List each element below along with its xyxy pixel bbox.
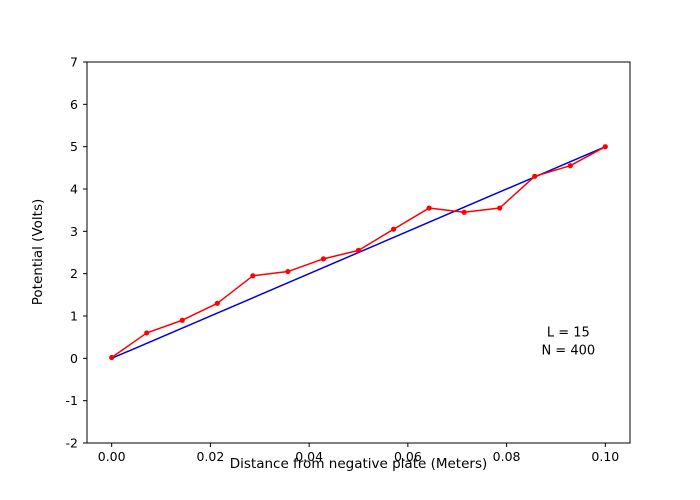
data-point — [390, 226, 397, 232]
data-point — [320, 256, 327, 262]
y-tick-label: 5 — [70, 139, 78, 154]
annotation-line: L = 15 — [547, 325, 590, 340]
data-point — [567, 163, 573, 169]
data-point — [532, 173, 538, 179]
x-tick-label: 0.02 — [196, 449, 224, 464]
x-tick-label: 0.04 — [295, 449, 323, 464]
axes-frame — [86, 61, 631, 444]
data-point — [285, 268, 291, 275]
y-tick-label: 1 — [70, 309, 78, 324]
data-point — [214, 300, 220, 306]
y-tick-label: -2 — [66, 436, 78, 451]
x-tick-label: 0.10 — [591, 449, 619, 464]
data-point — [426, 205, 432, 211]
y-tick-label: 4 — [70, 182, 78, 197]
data-point — [355, 247, 362, 253]
y-tick-label: 2 — [70, 266, 78, 281]
data-point — [602, 144, 608, 150]
y-tick-label: -1 — [66, 393, 78, 408]
y-tick-label: 0 — [70, 351, 78, 366]
data-point — [497, 205, 503, 211]
data-point — [144, 330, 150, 336]
data-point — [179, 317, 185, 323]
x-tick-label: 0.06 — [394, 449, 422, 464]
annotation-line: N = 400 — [541, 343, 595, 358]
x-axis-label: Distance from negative plate (Meters) — [229, 456, 488, 472]
data-point — [109, 354, 115, 361]
data-point — [250, 273, 256, 279]
y-axis-label: Potential (Volts) — [30, 198, 46, 306]
data-point — [461, 209, 467, 215]
y-tick-label: 3 — [70, 224, 78, 239]
y-tick-label: 6 — [70, 97, 78, 112]
x-tick-label: 0.08 — [493, 449, 521, 464]
y-tick-label: 7 — [70, 55, 78, 70]
x-tick-label: 0.00 — [98, 449, 126, 464]
